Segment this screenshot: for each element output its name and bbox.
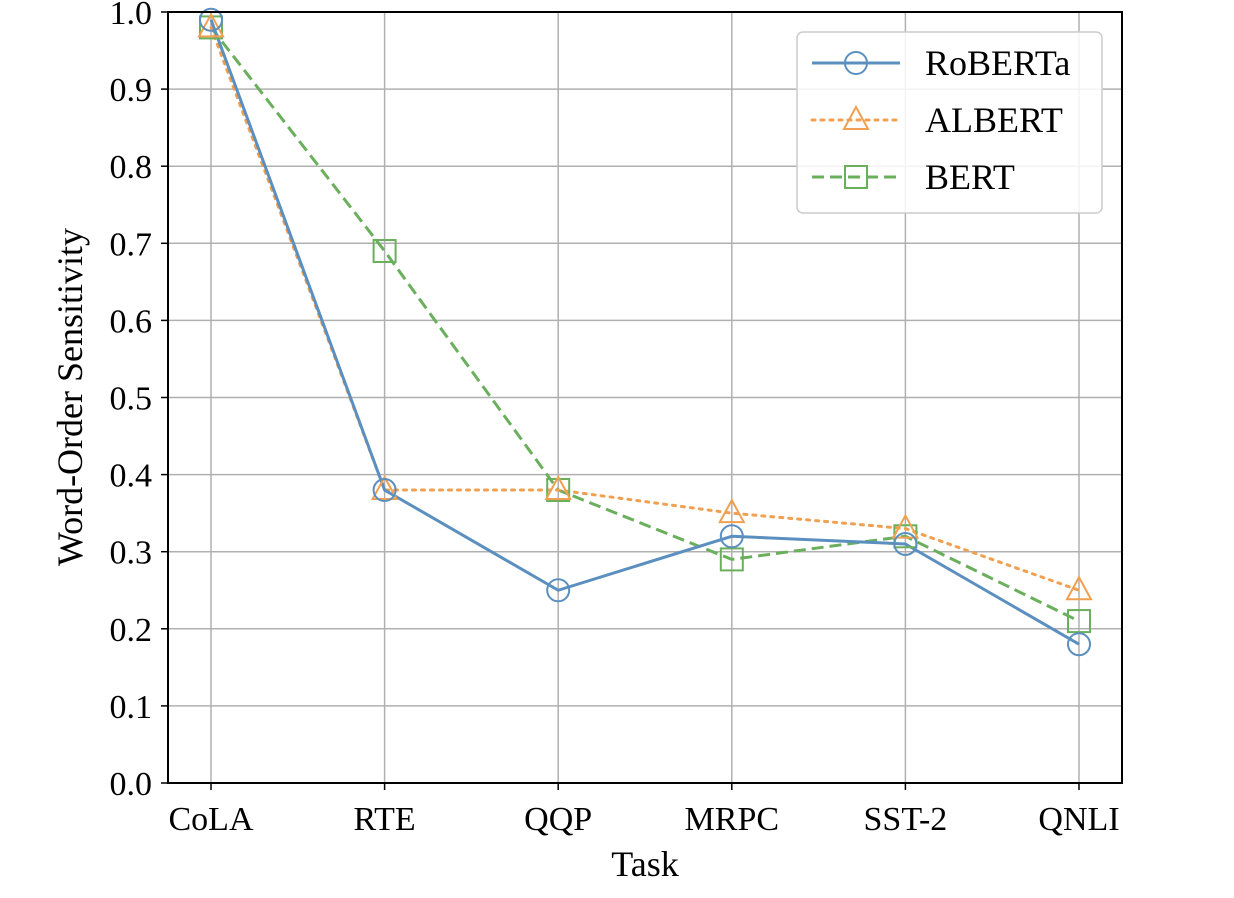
data-point-roberta [199,7,223,32]
y-tick-label: 0.3 [110,535,153,572]
axis-ticks: CoLA RTE QQP MRPC SST-2 QNLI 0.0 0.1 0.2 0.3 0.4 0.… [110,0,1120,838]
series-line-albert [209,25,1081,592]
legend-marker-roberta [844,51,868,75]
data-point-albert [1065,575,1093,601]
data-point-albert [370,474,399,501]
legend-marker-albert [842,104,870,130]
x-axis-label: Task [611,844,678,884]
series-markers [197,7,1093,657]
x-tick-label: SST-2 [864,801,948,838]
y-tick-label: 0.7 [110,226,153,263]
data-point-albert [544,474,572,501]
x-tick-label: MRPC [685,801,780,838]
y-tick-label: 1.0 [110,0,153,32]
x-tick-label: CoLA [169,801,254,838]
data-point-bert [1067,609,1091,634]
y-tick-label: 0.2 [110,612,153,649]
x-tick-label: RTE [354,801,416,838]
legend-marker-bert [844,165,868,189]
series-lines [209,19,1081,646]
data-point-bert [719,547,744,572]
legend: RoBERTa ALBERT BERT [796,31,1103,214]
data-point-roberta [719,524,744,549]
legend-box [796,31,1103,214]
x-tick-label: QQP [524,801,592,838]
legend-label-roberta: RoBERTa [925,43,1070,83]
data-point-bert [372,239,397,264]
y-tick-label: 0.1 [110,689,153,726]
data-point-roberta [1067,632,1091,657]
data-point-albert [891,513,920,539]
y-tick-label: 0.0 [110,766,153,803]
y-tick-label: 0.6 [110,303,153,340]
x-tick-label: QNLI [1038,801,1119,838]
data-point-roberta [893,531,918,556]
y-tick-label: 0.8 [110,149,153,186]
y-tick-label: 0.9 [110,72,153,109]
y-tick-label: 0.5 [110,381,153,418]
data-point-albert [718,498,746,524]
series-line-bert [209,26,1080,623]
y-tick-label: 0.4 [110,458,153,495]
data-point-roberta [546,578,571,603]
data-point-roberta [372,478,397,503]
y-axis-label: Word-Order Sensitivity [50,228,90,566]
series-line-roberta [209,19,1080,646]
data-point-albert [197,12,225,38]
legend-label-bert: BERT [925,157,1015,197]
legend-label-albert: ALBERT [925,100,1063,140]
